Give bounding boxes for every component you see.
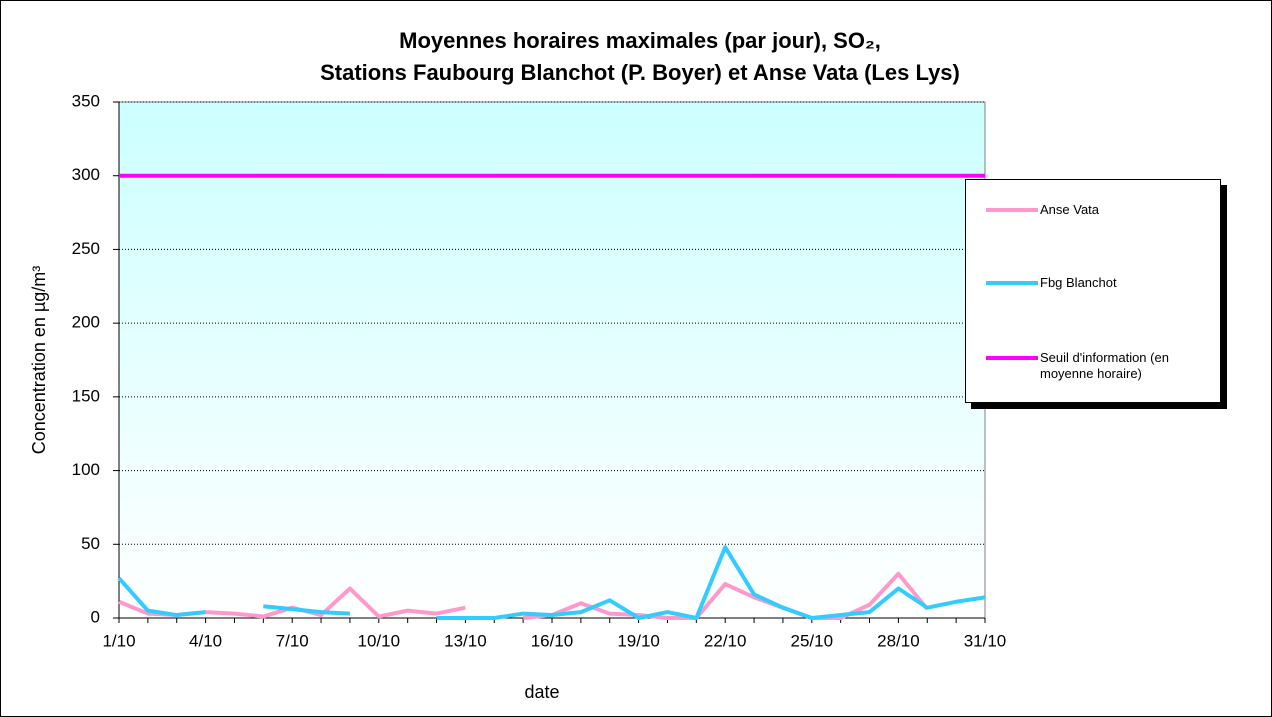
- x-tick-label: 28/10: [877, 631, 920, 650]
- legend: Anse Vata Fbg Blanchot Seuil d'information…: [965, 179, 1221, 403]
- y-tick-label: 0: [91, 607, 100, 626]
- y-tick-label: 300: [72, 165, 100, 184]
- legend-label: Seuil d'information (en moyenne horaire): [1040, 350, 1169, 381]
- chart-title: Moyennes horaires maximales (par jour), …: [399, 28, 881, 53]
- y-axis-label: Concentration en µg/m³: [29, 266, 49, 454]
- y-tick-label: 200: [72, 313, 100, 332]
- x-tick-label: 1/10: [102, 631, 135, 650]
- x-tick-label: 4/10: [189, 631, 222, 650]
- y-tick-label: 100: [72, 460, 100, 479]
- series-line: [117, 545, 986, 620]
- x-tick-label: 10/10: [358, 631, 401, 650]
- x-tick-label: 22/10: [704, 631, 747, 650]
- chart-title: Stations Faubourg Blanchot (P. Boyer) et…: [320, 60, 960, 85]
- x-tick-label: 16/10: [531, 631, 574, 650]
- x-axis-label: date: [524, 682, 559, 702]
- legend-item: Seuil d'information (en moyenne horaire): [966, 348, 1222, 388]
- y-tick-label: 150: [72, 386, 100, 405]
- y-tick-label: 350: [72, 91, 100, 110]
- plot-area: [118, 101, 986, 619]
- x-tick-label: 19/10: [617, 631, 660, 650]
- y-tick-label: 50: [81, 534, 100, 553]
- legend-item: Fbg Blanchot: [966, 273, 1222, 313]
- x-tick-label: 7/10: [276, 631, 309, 650]
- legend-item: Anse Vata: [966, 200, 1222, 240]
- legend-swatch: [986, 356, 1038, 360]
- legend-swatch: [986, 208, 1038, 212]
- x-tick-label: 31/10: [964, 631, 1007, 650]
- legend-swatch: [986, 281, 1038, 285]
- x-tick-label: 13/10: [444, 631, 487, 650]
- legend-label: Anse Vata: [1040, 202, 1100, 217]
- x-tick-label: 25/10: [791, 631, 834, 650]
- y-tick-label: 250: [72, 239, 100, 258]
- legend-label: Fbg Blanchot: [1040, 275, 1117, 290]
